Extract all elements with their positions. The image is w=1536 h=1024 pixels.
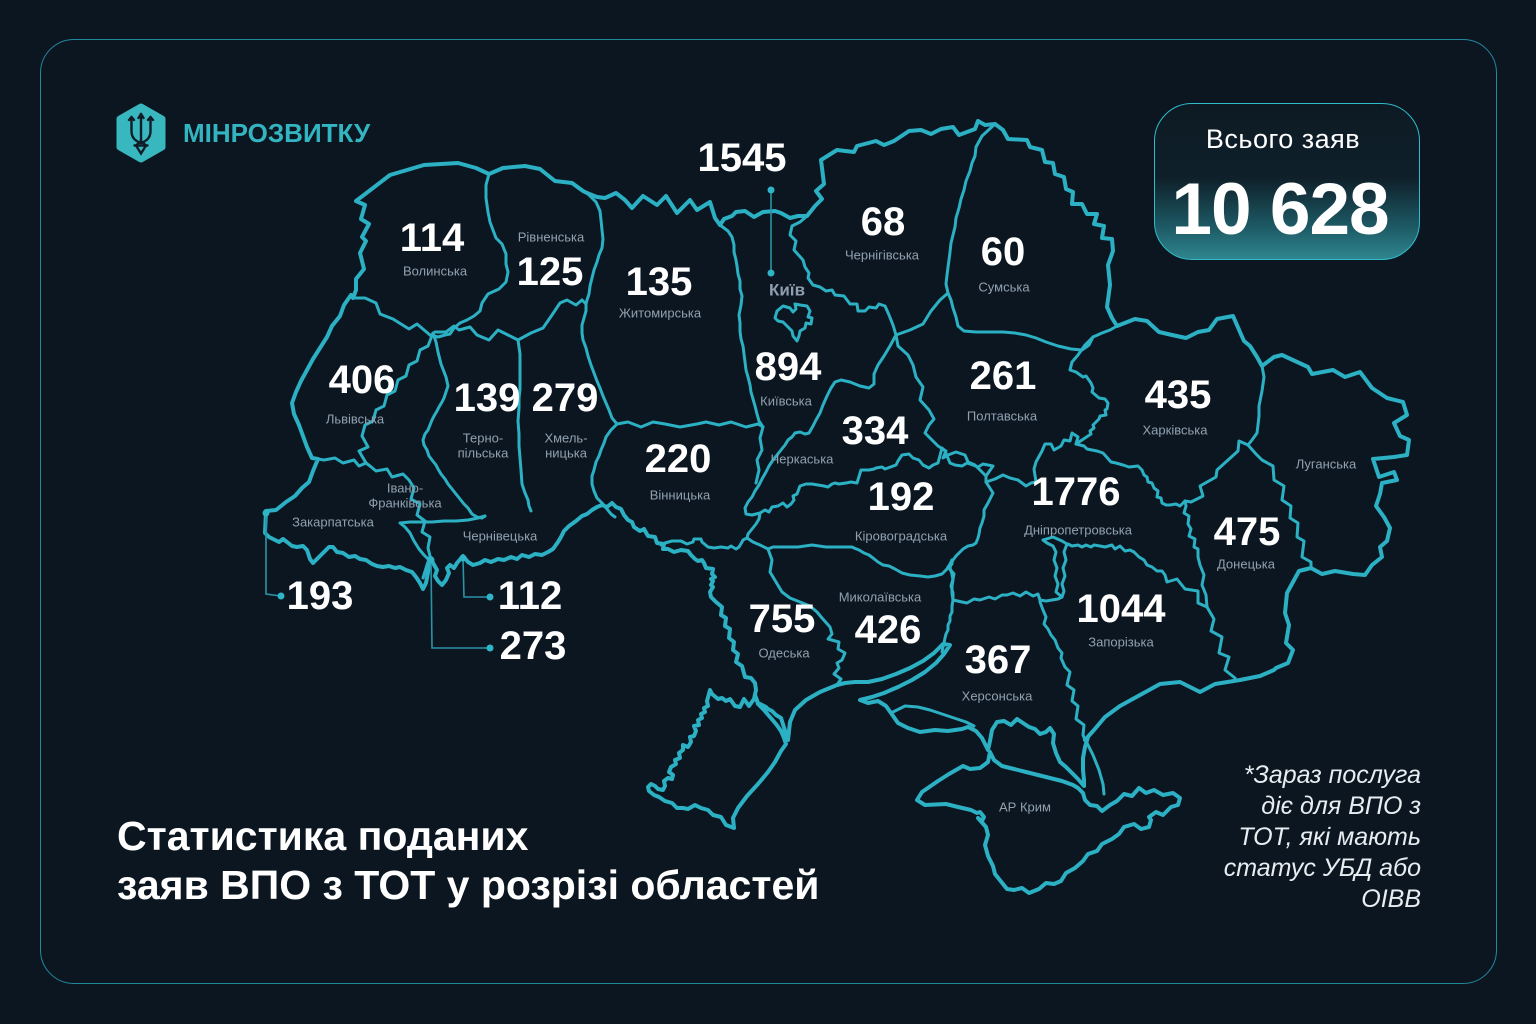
svg-text:114: 114 (400, 216, 465, 260)
svg-text:Житомирська: Житомирська (619, 306, 702, 321)
svg-text:Київська: Київська (760, 394, 812, 409)
svg-text:273: 273 (500, 624, 567, 668)
svg-text:Волинська: Волинська (403, 264, 468, 279)
svg-text:193: 193 (287, 574, 354, 618)
svg-text:Харківська: Харківська (1143, 423, 1209, 438)
svg-text:Київ: Київ (769, 281, 805, 300)
svg-text:60: 60 (981, 230, 1026, 274)
svg-text:Львівська: Львівська (326, 412, 385, 427)
svg-text:334: 334 (842, 409, 909, 453)
svg-text:475: 475 (1214, 510, 1281, 554)
svg-text:Терно-: Терно- (463, 431, 503, 446)
svg-text:1044: 1044 (1077, 587, 1167, 631)
svg-text:139: 139 (454, 376, 521, 420)
svg-text:Донецька: Донецька (1217, 557, 1276, 572)
svg-text:894: 894 (755, 345, 822, 389)
svg-text:435: 435 (1145, 373, 1212, 417)
svg-text:Сумська: Сумська (978, 280, 1030, 295)
svg-text:Кіровоградська: Кіровоградська (855, 529, 948, 544)
svg-text:192: 192 (868, 475, 935, 519)
svg-text:367: 367 (965, 638, 1032, 682)
svg-text:Одеська: Одеська (758, 646, 810, 661)
svg-text:68: 68 (861, 200, 906, 244)
svg-text:ницька: ницька (545, 446, 588, 461)
svg-text:261: 261 (970, 354, 1037, 398)
svg-text:АР Крим: АР Крим (999, 800, 1051, 815)
svg-text:Франківська: Франківська (368, 496, 442, 511)
svg-text:279: 279 (532, 376, 599, 420)
svg-text:406: 406 (329, 358, 396, 402)
svg-text:Миколаївська: Миколаївська (839, 590, 922, 605)
svg-text:125: 125 (517, 250, 584, 294)
svg-text:112: 112 (498, 574, 563, 618)
svg-text:Закарпатська: Закарпатська (292, 515, 375, 530)
svg-text:426: 426 (855, 608, 922, 652)
svg-text:1776: 1776 (1032, 470, 1121, 514)
svg-text:755: 755 (749, 597, 816, 641)
svg-text:Чернівецька: Чернівецька (463, 529, 538, 544)
svg-text:Херсонська: Херсонська (962, 689, 1033, 704)
svg-text:220: 220 (645, 437, 712, 481)
svg-text:Полтавська: Полтавська (967, 409, 1038, 424)
svg-text:Рівненська: Рівненська (518, 230, 585, 245)
svg-text:1545: 1545 (698, 136, 787, 180)
svg-text:135: 135 (626, 260, 693, 304)
svg-text:Черкаська: Черкаська (771, 452, 835, 467)
svg-text:Луганська: Луганська (1296, 457, 1357, 472)
svg-text:Вінницька: Вінницька (650, 488, 711, 503)
svg-text:Івано-: Івано- (387, 481, 423, 496)
svg-text:Чернігівська: Чернігівська (845, 248, 920, 263)
svg-text:Запорізька: Запорізька (1088, 635, 1154, 650)
svg-text:Хмель-: Хмель- (544, 431, 587, 446)
svg-text:пільська: пільська (458, 446, 510, 461)
svg-text:Дніпропетровська: Дніпропетровська (1024, 523, 1133, 538)
